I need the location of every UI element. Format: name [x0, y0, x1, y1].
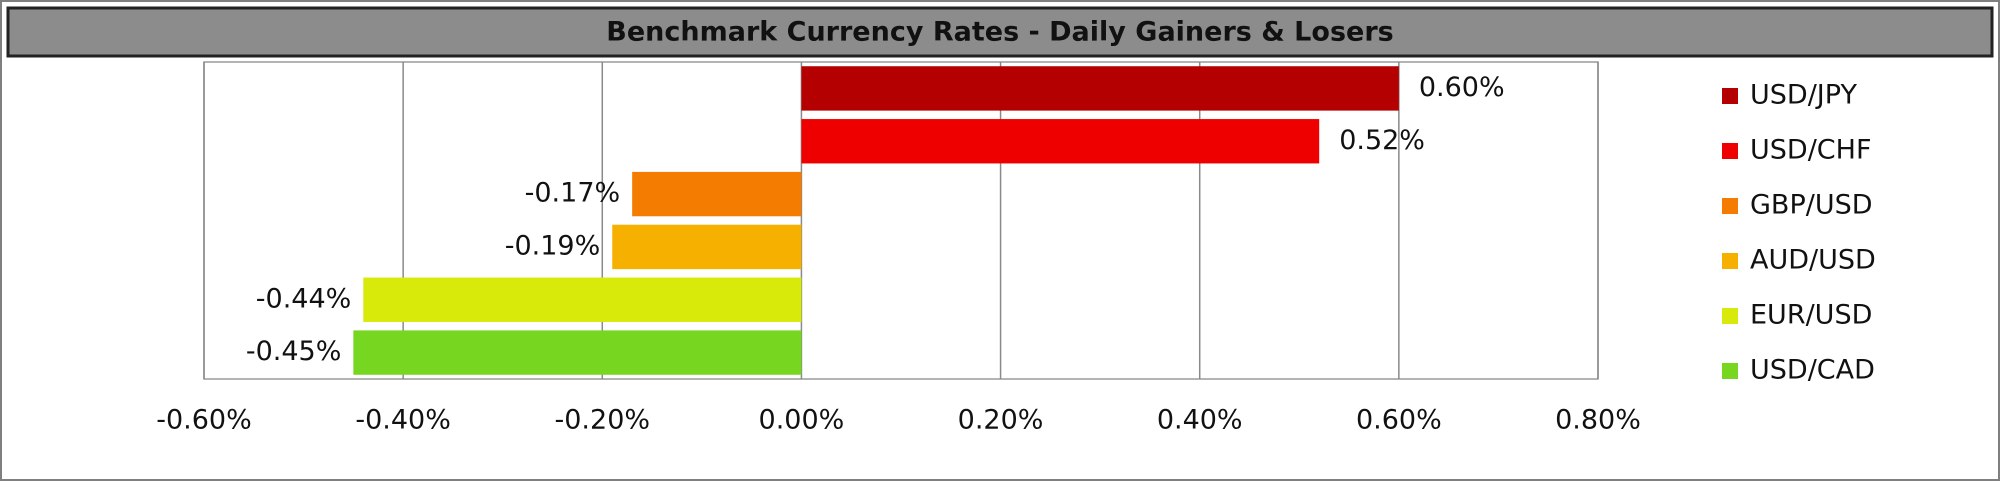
data-label: -0.17%: [525, 178, 621, 209]
bar: [801, 66, 1399, 111]
x-tick-label: -0.40%: [355, 405, 451, 436]
data-label: 0.60%: [1419, 72, 1505, 103]
legend-label: USD/CAD: [1750, 355, 1875, 386]
legend-label: EUR/USD: [1750, 300, 1872, 331]
data-label: -0.45%: [246, 336, 342, 367]
x-tick-label: 0.60%: [1356, 405, 1442, 436]
legend-swatch: [1722, 88, 1738, 104]
bar: [612, 224, 802, 270]
legend-swatch: [1722, 308, 1738, 324]
legend-label: GBP/USD: [1750, 190, 1873, 221]
legend-swatch: [1722, 198, 1738, 214]
data-label: -0.44%: [256, 283, 352, 314]
data-label: -0.19%: [505, 230, 601, 261]
x-tick-label: 0.80%: [1555, 405, 1641, 436]
x-tick-label: 0.20%: [958, 405, 1044, 436]
x-tick-label: 0.00%: [759, 405, 845, 436]
title-bar: [6, 6, 1994, 58]
legend-label: AUD/USD: [1750, 245, 1876, 276]
legend-label: USD/JPY: [1750, 80, 1857, 111]
x-tick-label: 0.40%: [1157, 405, 1243, 436]
legend-swatch: [1722, 363, 1738, 379]
data-label: 0.52%: [1339, 125, 1425, 156]
bar: [632, 171, 802, 217]
bar: [363, 277, 802, 322]
x-tick-label: -0.60%: [156, 405, 252, 436]
legend-swatch: [1722, 143, 1738, 159]
bar: [353, 330, 802, 375]
chart-title: Benchmark Currency Rates - Daily Gainers…: [606, 17, 1393, 48]
legend-swatch: [1722, 253, 1738, 269]
bar: [801, 119, 1320, 164]
x-tick-label: -0.20%: [555, 405, 651, 436]
legend-label: USD/CHF: [1750, 135, 1871, 166]
